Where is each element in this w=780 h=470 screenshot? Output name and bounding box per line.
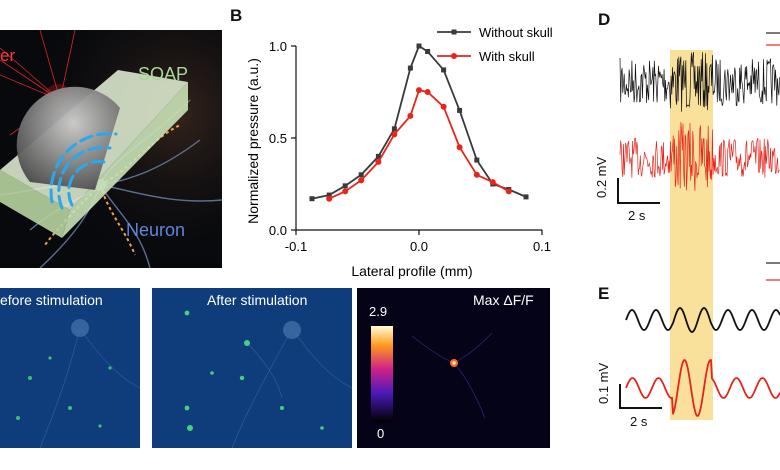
soap-block — [0, 70, 188, 238]
noise-path — [619, 52, 780, 112]
max-df-f-label: Max ΔF/F — [473, 292, 534, 308]
data-point-without-skull — [457, 107, 463, 113]
y-tick-label: 1.0 — [269, 39, 287, 54]
data-point-with-skull — [456, 144, 463, 151]
data-point-without-skull — [425, 49, 431, 55]
after-stimulation-label: After stimulation — [207, 292, 308, 308]
scalebar-d-time: 2 s — [628, 208, 646, 223]
scalebar-d-voltage: 0.2 mV — [594, 156, 609, 198]
data-point-without-skull — [416, 43, 422, 49]
legend-marker — [451, 29, 457, 35]
data-point-without-skull — [309, 196, 315, 202]
colorbar-max-label: 2.9 — [369, 304, 388, 319]
neuron-label: Neuron — [126, 220, 186, 240]
x-tick-label: 0.1 — [533, 239, 551, 254]
lfp-trace-without-skull — [625, 307, 780, 333]
before-stimulation-image: efore stimulation — [0, 288, 140, 448]
after-stimulation-field — [152, 288, 352, 448]
y-tick-label: 0.0 — [269, 223, 287, 238]
legend-marker — [451, 53, 457, 59]
panel-letter-d: D — [598, 10, 611, 29]
data-point-without-skull — [441, 67, 447, 73]
laser-label: er — [0, 46, 16, 65]
colorbar — [371, 326, 393, 422]
data-point-without-skull — [375, 153, 381, 159]
lfp-trace-with-skull — [625, 359, 780, 417]
colorbar-min-label: 0 — [377, 426, 385, 441]
x-axis-label: Lateral profile (mm) — [351, 263, 472, 279]
soap-label: SOAP — [138, 64, 189, 84]
y-tick-label: 0.5 — [269, 131, 287, 146]
data-point-with-skull — [358, 177, 365, 184]
data-point-with-skull — [342, 188, 349, 195]
x-tick-label: -0.1 — [285, 239, 307, 254]
before-stimulation-field — [0, 288, 140, 448]
before-stimulation-label: efore stimulation — [0, 292, 103, 308]
soap-schematic: er SOAP Neuron — [0, 30, 222, 268]
data-point-with-skull — [473, 171, 480, 178]
data-point-with-skull — [391, 131, 398, 138]
data-point-with-skull — [407, 112, 414, 119]
x-tick-label: 0.0 — [410, 239, 428, 254]
scalebar-d — [617, 178, 660, 204]
data-point-without-skull — [407, 65, 413, 71]
panel-letter-e: E — [598, 284, 610, 303]
noise-path — [619, 122, 780, 191]
scalebar-e-voltage: 0.1 mV — [596, 362, 611, 404]
panel-letter-b: B — [230, 6, 243, 25]
data-point-without-skull — [358, 172, 364, 178]
trace-with-skull — [619, 122, 780, 191]
data-point-with-skull — [416, 87, 422, 94]
data-point-without-skull — [474, 157, 480, 163]
data-point-with-skull — [489, 179, 496, 186]
data-point-without-skull — [391, 126, 397, 132]
ephys-traces — [617, 32, 780, 420]
data-point-with-skull — [505, 188, 512, 195]
stimulation-window — [670, 50, 713, 420]
scalebar-e — [619, 384, 662, 409]
series-line-without-skull — [311, 44, 527, 200]
data-point-without-skull — [342, 183, 348, 189]
max-df-f-map — [357, 288, 550, 448]
data-point-without-skull — [523, 194, 529, 200]
data-point-with-skull — [424, 89, 431, 95]
legend-label: With skull — [479, 49, 535, 64]
data-point-with-skull — [375, 158, 382, 165]
max-df-f-image: Max ΔF/F 2.9 0 — [357, 288, 550, 448]
trace-without-skull — [619, 52, 780, 112]
after-stimulation-image: After stimulation — [152, 288, 352, 448]
data-point-with-skull — [440, 103, 447, 110]
soap-illustration — [0, 30, 222, 268]
y-axis-label: Normalized pressure (a.u.) — [245, 58, 261, 224]
data-point-with-skull — [326, 195, 333, 202]
scalebar-e-time: 2 s — [630, 414, 648, 429]
data-point-without-skull — [326, 192, 332, 198]
legend-label: Without skull — [479, 25, 552, 40]
series-line-with-skull — [328, 89, 510, 200]
